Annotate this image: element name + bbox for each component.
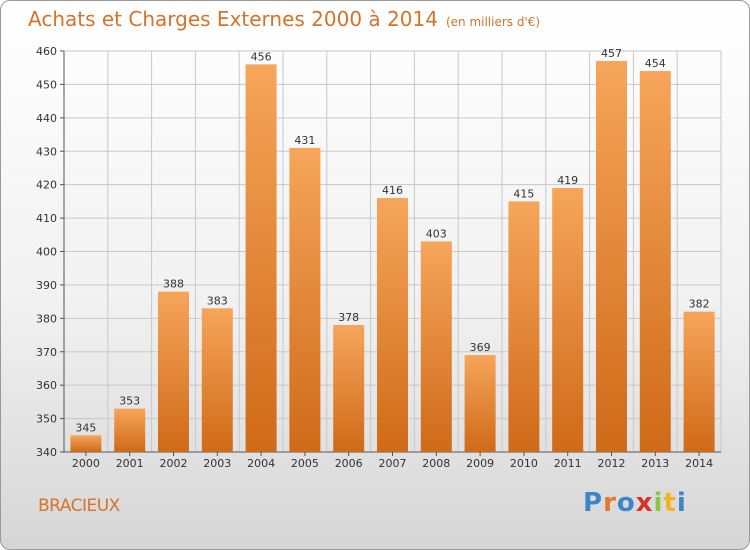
- bar-2002: [158, 291, 189, 452]
- value-label-2006: 378: [338, 311, 359, 324]
- value-label-2013: 454: [645, 57, 666, 70]
- y-tick-label: 430: [36, 145, 57, 158]
- y-tick-label: 340: [36, 446, 57, 459]
- x-tick-label-2002: 2002: [160, 457, 188, 470]
- bar-2003: [201, 308, 233, 452]
- value-label-2000: 345: [75, 421, 96, 434]
- value-label-2004: 456: [251, 50, 272, 63]
- value-label-2002: 388: [163, 278, 184, 291]
- y-tick-label: 460: [36, 45, 57, 58]
- bar-2008: [420, 241, 452, 452]
- value-label-2014: 382: [689, 298, 710, 311]
- bar-2014: [683, 311, 715, 452]
- bar-2004: [245, 64, 277, 452]
- x-tick-label-2014: 2014: [685, 457, 713, 470]
- bars: [70, 61, 715, 453]
- x-tick-label-2001: 2001: [116, 457, 144, 470]
- y-tick-label: 420: [36, 179, 57, 192]
- y-tick-label: 350: [36, 413, 57, 426]
- y-tick-label: 370: [36, 346, 57, 359]
- value-label-2003: 383: [207, 294, 228, 307]
- value-label-2012: 457: [601, 47, 622, 60]
- bar-2013: [639, 71, 671, 453]
- x-tick-label-2004: 2004: [247, 457, 275, 470]
- proxiti-logo[interactable]: Proxiti: [583, 488, 687, 518]
- value-label-2008: 403: [426, 227, 447, 240]
- logo-letter: t: [663, 488, 677, 518]
- bar-2009: [464, 355, 496, 452]
- logo-letter: P: [583, 488, 604, 518]
- x-tick-label-2007: 2007: [379, 457, 407, 470]
- y-tick-label: 400: [36, 246, 57, 259]
- x-tick-label-2008: 2008: [422, 457, 450, 470]
- bar-2010: [508, 201, 540, 452]
- y-tick-label: 410: [36, 212, 57, 225]
- value-label-2010: 415: [513, 187, 534, 200]
- logo-letter: o: [616, 488, 636, 518]
- chart-title: Achats et Charges Externes 2000 à 2014 (e…: [28, 7, 540, 31]
- x-tick-label-2010: 2010: [510, 457, 538, 470]
- bar-2001: [114, 408, 146, 452]
- logo-letter: r: [603, 488, 617, 518]
- value-label-2011: 419: [557, 174, 578, 187]
- labels: 345 353 388 383 456 431 378 416 403 369 415 419 457 4…: [75, 47, 709, 434]
- value-label-2001: 353: [119, 395, 140, 408]
- value-label-2009: 369: [470, 341, 491, 354]
- y-tick-label: 390: [36, 279, 57, 292]
- chart-subtitle: (en milliers d'€): [445, 15, 541, 29]
- commune-name: BRACIEUX: [38, 496, 120, 516]
- bar-2007: [377, 198, 408, 452]
- y-tick-label: 380: [36, 312, 57, 325]
- chart-title-text: Achats et Charges Externes 2000 à 2014: [28, 7, 438, 31]
- x-tick-label-2012: 2012: [598, 457, 626, 470]
- bar-2012: [596, 61, 627, 453]
- x-tick-label-2011: 2011: [554, 457, 582, 470]
- value-label-2007: 416: [382, 184, 403, 197]
- y-tick-label: 360: [36, 379, 57, 392]
- x-tick-label-2003: 2003: [203, 457, 231, 470]
- x-tick-label-2009: 2009: [466, 457, 494, 470]
- bar-2011: [552, 188, 584, 452]
- logo-letter: i: [676, 488, 687, 518]
- x-tick-label-2013: 2013: [641, 457, 669, 470]
- x-tick-label-2006: 2006: [335, 457, 363, 470]
- y-tick-label: 450: [36, 78, 57, 91]
- logo-letter: x: [635, 488, 654, 518]
- value-label-2005: 431: [294, 134, 315, 147]
- x-tick-label-2000: 2000: [72, 457, 100, 470]
- logo-letter: i: [653, 488, 664, 518]
- bar-2005: [289, 147, 321, 453]
- y-tick-label: 440: [36, 112, 57, 125]
- bar-2006: [333, 325, 365, 452]
- x-tick-label-2005: 2005: [291, 457, 319, 470]
- bar-2000: [70, 435, 102, 452]
